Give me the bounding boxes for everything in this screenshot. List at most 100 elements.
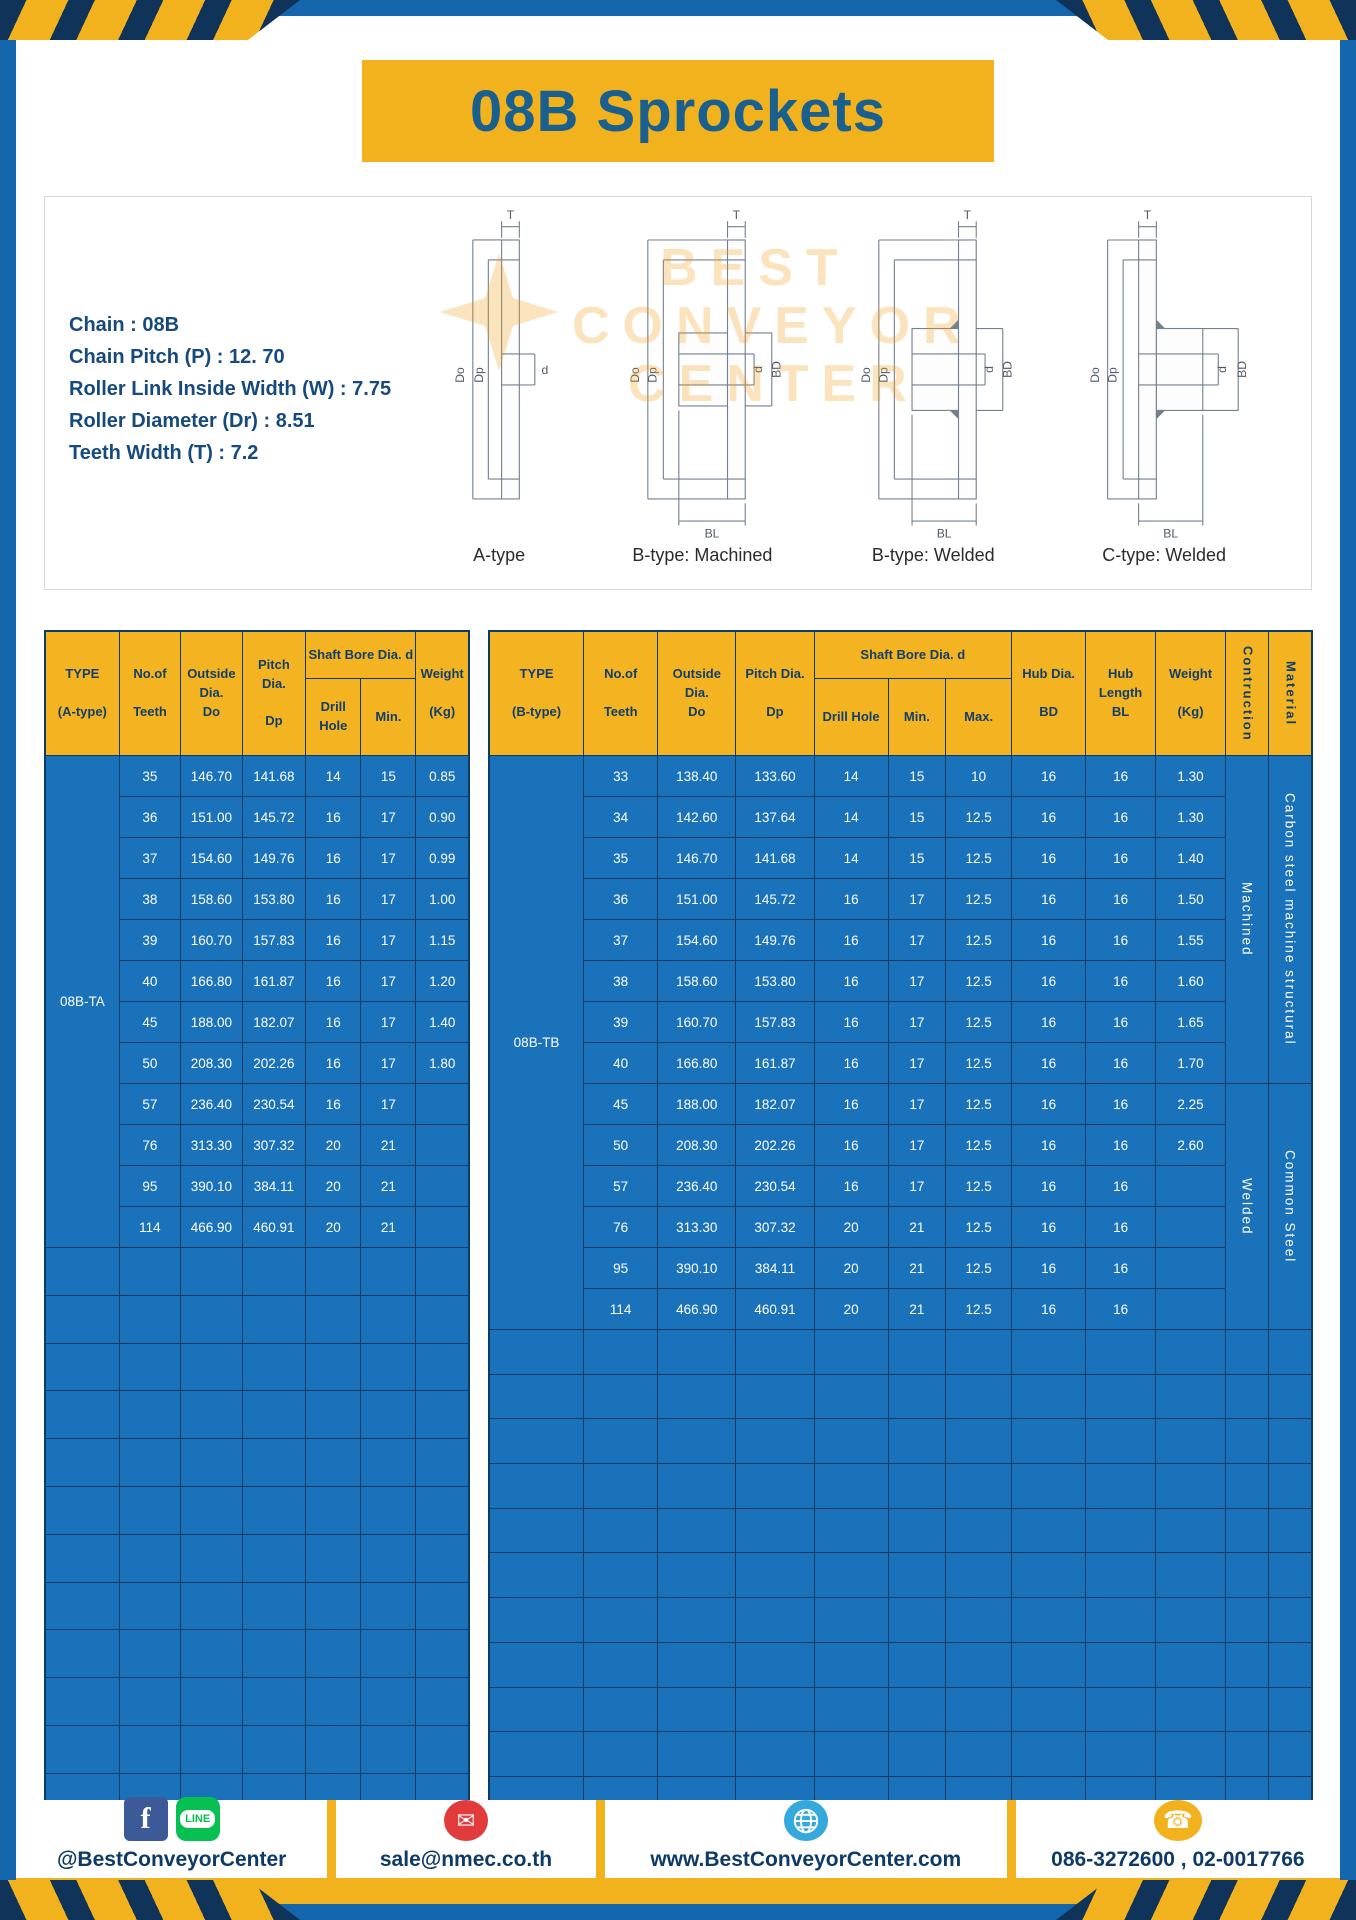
table-cell: 16 bbox=[1085, 1083, 1157, 1125]
empty-cell bbox=[1085, 1731, 1157, 1777]
empty-cell bbox=[305, 1724, 362, 1774]
empty-cell bbox=[241, 1485, 307, 1535]
empty-row bbox=[488, 1731, 1313, 1777]
table-cell: 466.90 bbox=[657, 1288, 737, 1330]
phone-numbers[interactable]: 086-3272600 , 02-0017766 bbox=[1051, 1848, 1305, 1871]
empty-cell bbox=[657, 1641, 737, 1688]
dim-label: T bbox=[733, 209, 741, 222]
table-cell bbox=[1155, 1247, 1227, 1289]
empty-cell bbox=[180, 1247, 243, 1296]
empty-cell bbox=[305, 1294, 362, 1344]
empty-cell bbox=[887, 1507, 947, 1554]
phone-icon[interactable]: ☎ bbox=[1153, 1800, 1202, 1841]
table-cell: 145.72 bbox=[241, 796, 307, 838]
empty-cell bbox=[1155, 1552, 1227, 1599]
table-cell: 14 bbox=[813, 755, 889, 797]
empty-cell bbox=[180, 1390, 243, 1440]
line-icon[interactable]: LINE bbox=[175, 1797, 220, 1841]
facebook-icon[interactable]: f bbox=[123, 1797, 168, 1841]
empty-cell bbox=[118, 1724, 182, 1774]
empty-row bbox=[44, 1247, 470, 1296]
empty-cell bbox=[488, 1507, 585, 1554]
website-url[interactable]: www.BestConveyorCenter.com bbox=[650, 1848, 962, 1871]
table-cell: 12.5 bbox=[945, 1247, 1013, 1289]
b-type-welded-drawing: T Do Dp d bbox=[859, 209, 1015, 541]
dim-label: Do bbox=[859, 367, 873, 383]
table-cell: 16 bbox=[813, 1083, 889, 1125]
email-address[interactable]: sale@nmec.co.th bbox=[379, 1848, 553, 1871]
table-cell: 14 bbox=[813, 796, 889, 838]
table-cell: 145.72 bbox=[735, 878, 815, 920]
table-row: 36 151.00 145.72 16 17 12.5 16 16 1.50 bbox=[489, 878, 1312, 920]
empty-cell bbox=[415, 1342, 470, 1392]
empty-cell bbox=[44, 1438, 120, 1487]
dim-label: Dp bbox=[1106, 367, 1120, 383]
table-cell: 16 bbox=[1011, 878, 1087, 920]
empty-cell bbox=[360, 1629, 417, 1679]
empty-cell bbox=[305, 1342, 362, 1392]
table-cell: 17 bbox=[360, 919, 417, 961]
table-cell: 133.60 bbox=[735, 755, 815, 797]
table-cell: 45 bbox=[118, 1001, 182, 1043]
empty-cell bbox=[415, 1294, 470, 1344]
table-cell: 12.5 bbox=[945, 1083, 1013, 1125]
tables-region: TYPE (A-type) No.of Teeth Outside Dia. Do P… bbox=[44, 630, 1313, 1823]
empty-cell bbox=[735, 1597, 815, 1643]
material-cell: Carbon steel machine structural bbox=[1268, 755, 1313, 1084]
type-cell: 08B-TA bbox=[44, 755, 120, 1248]
table-cell: 17 bbox=[887, 1001, 947, 1043]
empty-row bbox=[488, 1329, 1313, 1375]
email-icon[interactable]: ✉ bbox=[443, 1800, 488, 1841]
empty-cell bbox=[305, 1485, 362, 1535]
empty-cell bbox=[1011, 1731, 1087, 1777]
empty-cell bbox=[583, 1641, 659, 1688]
empty-row bbox=[488, 1552, 1313, 1599]
b-type-machined-drawing: T Do Dp d BD bbox=[628, 209, 784, 541]
empty-cell bbox=[415, 1390, 470, 1440]
table-row: 40 166.80 161.87 16 17 1.20 bbox=[45, 960, 470, 1002]
globe-icon[interactable] bbox=[783, 1800, 828, 1841]
empty-row bbox=[44, 1438, 470, 1487]
empty-cell bbox=[887, 1552, 947, 1599]
table-cell: 230.54 bbox=[735, 1165, 815, 1207]
empty-cell bbox=[1155, 1507, 1227, 1554]
empty-cell bbox=[360, 1247, 417, 1296]
empty-cell bbox=[583, 1686, 659, 1733]
empty-cell bbox=[415, 1485, 470, 1535]
column-header: TYPE (A-type) bbox=[44, 630, 120, 756]
column-header: No.of Teeth bbox=[118, 630, 182, 756]
empty-cell bbox=[180, 1581, 243, 1631]
empty-cell bbox=[360, 1390, 417, 1440]
empty-cell bbox=[1085, 1597, 1157, 1643]
table-cell: 34 bbox=[583, 796, 659, 838]
empty-cell bbox=[657, 1686, 737, 1733]
table-cell: 230.54 bbox=[241, 1083, 307, 1125]
c-type-welded-drawing: T Do Dp d bbox=[1088, 209, 1249, 541]
empty-cell bbox=[241, 1724, 307, 1774]
empty-cell bbox=[488, 1641, 585, 1688]
table-cell: 390.10 bbox=[657, 1247, 737, 1289]
empty-cell bbox=[1225, 1329, 1270, 1375]
empty-row bbox=[44, 1581, 470, 1631]
table-cell: 153.80 bbox=[735, 960, 815, 1002]
table-cell: 37 bbox=[118, 837, 182, 879]
empty-cell bbox=[241, 1677, 307, 1726]
table-row: 57 236.40 230.54 16 17 bbox=[45, 1083, 470, 1125]
empty-cell bbox=[180, 1677, 243, 1726]
table-row: 76 313.30 307.32 20 21 bbox=[45, 1124, 470, 1166]
table-cell: 12.5 bbox=[945, 878, 1013, 920]
empty-cell bbox=[118, 1533, 182, 1583]
empty-cell bbox=[180, 1533, 243, 1583]
table-row: 50 208.30 202.26 16 17 1.80 bbox=[45, 1042, 470, 1084]
table-cell: 16 bbox=[1011, 837, 1087, 879]
table-cell: 151.00 bbox=[180, 796, 243, 838]
footer-social-section: f LINE @BestConveyorCenter bbox=[16, 1797, 327, 1878]
footer-divider bbox=[595, 1800, 605, 1878]
table-row: 39 160.70 157.83 16 17 12.5 16 16 1.65 bbox=[489, 1001, 1312, 1043]
column-header: Outside Dia. Do bbox=[657, 630, 737, 756]
social-handle[interactable]: @BestConveyorCenter bbox=[56, 1848, 287, 1871]
empty-cell bbox=[1085, 1641, 1157, 1688]
table-cell: 1.70 bbox=[1155, 1042, 1227, 1084]
empty-cell bbox=[1011, 1418, 1087, 1465]
column-header: Hub Length BL bbox=[1085, 630, 1157, 756]
